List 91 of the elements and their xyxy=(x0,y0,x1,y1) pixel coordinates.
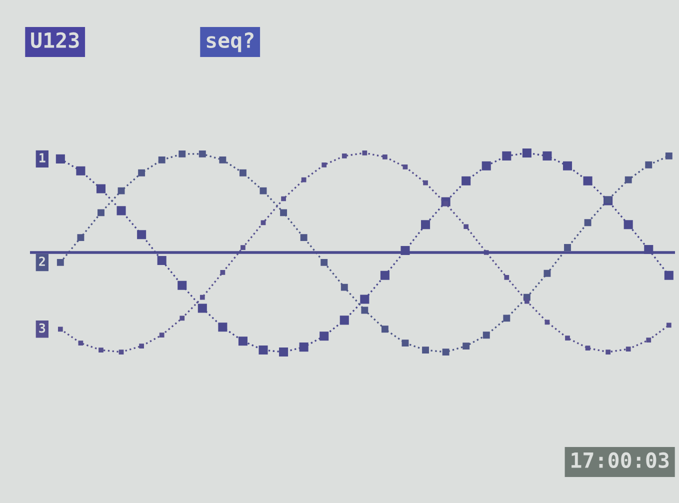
point xyxy=(402,340,409,347)
series-label: 1 xyxy=(40,153,46,162)
point xyxy=(585,346,590,350)
point xyxy=(96,184,106,194)
point xyxy=(382,154,388,160)
point xyxy=(524,298,530,304)
point xyxy=(402,164,408,170)
point xyxy=(198,150,206,158)
point xyxy=(299,342,308,352)
point xyxy=(562,161,572,170)
point xyxy=(482,332,490,339)
point xyxy=(118,350,124,354)
point xyxy=(320,258,328,266)
point xyxy=(422,346,429,354)
point xyxy=(342,154,347,158)
point xyxy=(58,326,63,332)
point xyxy=(464,224,469,230)
point xyxy=(544,320,550,325)
point xyxy=(542,151,552,160)
point xyxy=(340,316,349,325)
point xyxy=(544,270,551,277)
point xyxy=(238,336,248,346)
point xyxy=(116,206,126,216)
point xyxy=(78,340,84,346)
point xyxy=(360,294,370,304)
point xyxy=(624,220,633,230)
text: seq? xyxy=(206,32,254,52)
point xyxy=(219,156,226,164)
point xyxy=(564,244,571,251)
point xyxy=(666,322,672,328)
point xyxy=(137,230,146,240)
point xyxy=(504,274,510,280)
point xyxy=(503,314,510,322)
point xyxy=(482,161,491,170)
point xyxy=(158,156,166,164)
point xyxy=(280,209,288,216)
point xyxy=(77,234,84,242)
point xyxy=(118,187,125,194)
point xyxy=(56,258,64,266)
point xyxy=(522,148,532,158)
text: U123 xyxy=(31,32,79,48)
point xyxy=(279,348,288,357)
point xyxy=(362,150,368,156)
point xyxy=(320,332,329,341)
point xyxy=(178,150,186,158)
point xyxy=(240,169,246,176)
point xyxy=(178,280,187,290)
point xyxy=(139,344,144,348)
point xyxy=(301,177,306,182)
series-label: 3 xyxy=(39,323,46,333)
point xyxy=(198,304,207,313)
point xyxy=(462,342,470,350)
point xyxy=(220,270,226,275)
point xyxy=(98,209,104,216)
point xyxy=(423,180,428,186)
point xyxy=(240,245,246,250)
point xyxy=(340,284,348,291)
point xyxy=(664,270,674,280)
point xyxy=(624,176,632,184)
point xyxy=(98,348,104,352)
point xyxy=(300,234,308,242)
point xyxy=(260,220,266,226)
series-label: 2 xyxy=(39,256,45,266)
point xyxy=(260,187,267,194)
point xyxy=(361,306,368,314)
point xyxy=(645,161,652,168)
point xyxy=(180,316,185,321)
point xyxy=(462,176,471,186)
point xyxy=(218,322,228,332)
point xyxy=(606,350,610,354)
point xyxy=(584,219,592,226)
point xyxy=(502,151,512,160)
point xyxy=(380,270,390,280)
point xyxy=(646,338,652,343)
point xyxy=(583,176,592,186)
point xyxy=(56,154,65,164)
point xyxy=(258,346,268,355)
point xyxy=(322,162,327,168)
point xyxy=(626,346,631,352)
point xyxy=(565,336,570,341)
point xyxy=(200,294,205,300)
point xyxy=(138,169,146,176)
point xyxy=(159,332,164,338)
point xyxy=(76,166,86,176)
point xyxy=(442,348,450,356)
text: 17:00:03 xyxy=(572,452,669,468)
point xyxy=(281,196,286,202)
point xyxy=(421,220,430,230)
point xyxy=(665,152,672,160)
point xyxy=(381,326,388,333)
point xyxy=(157,256,166,265)
